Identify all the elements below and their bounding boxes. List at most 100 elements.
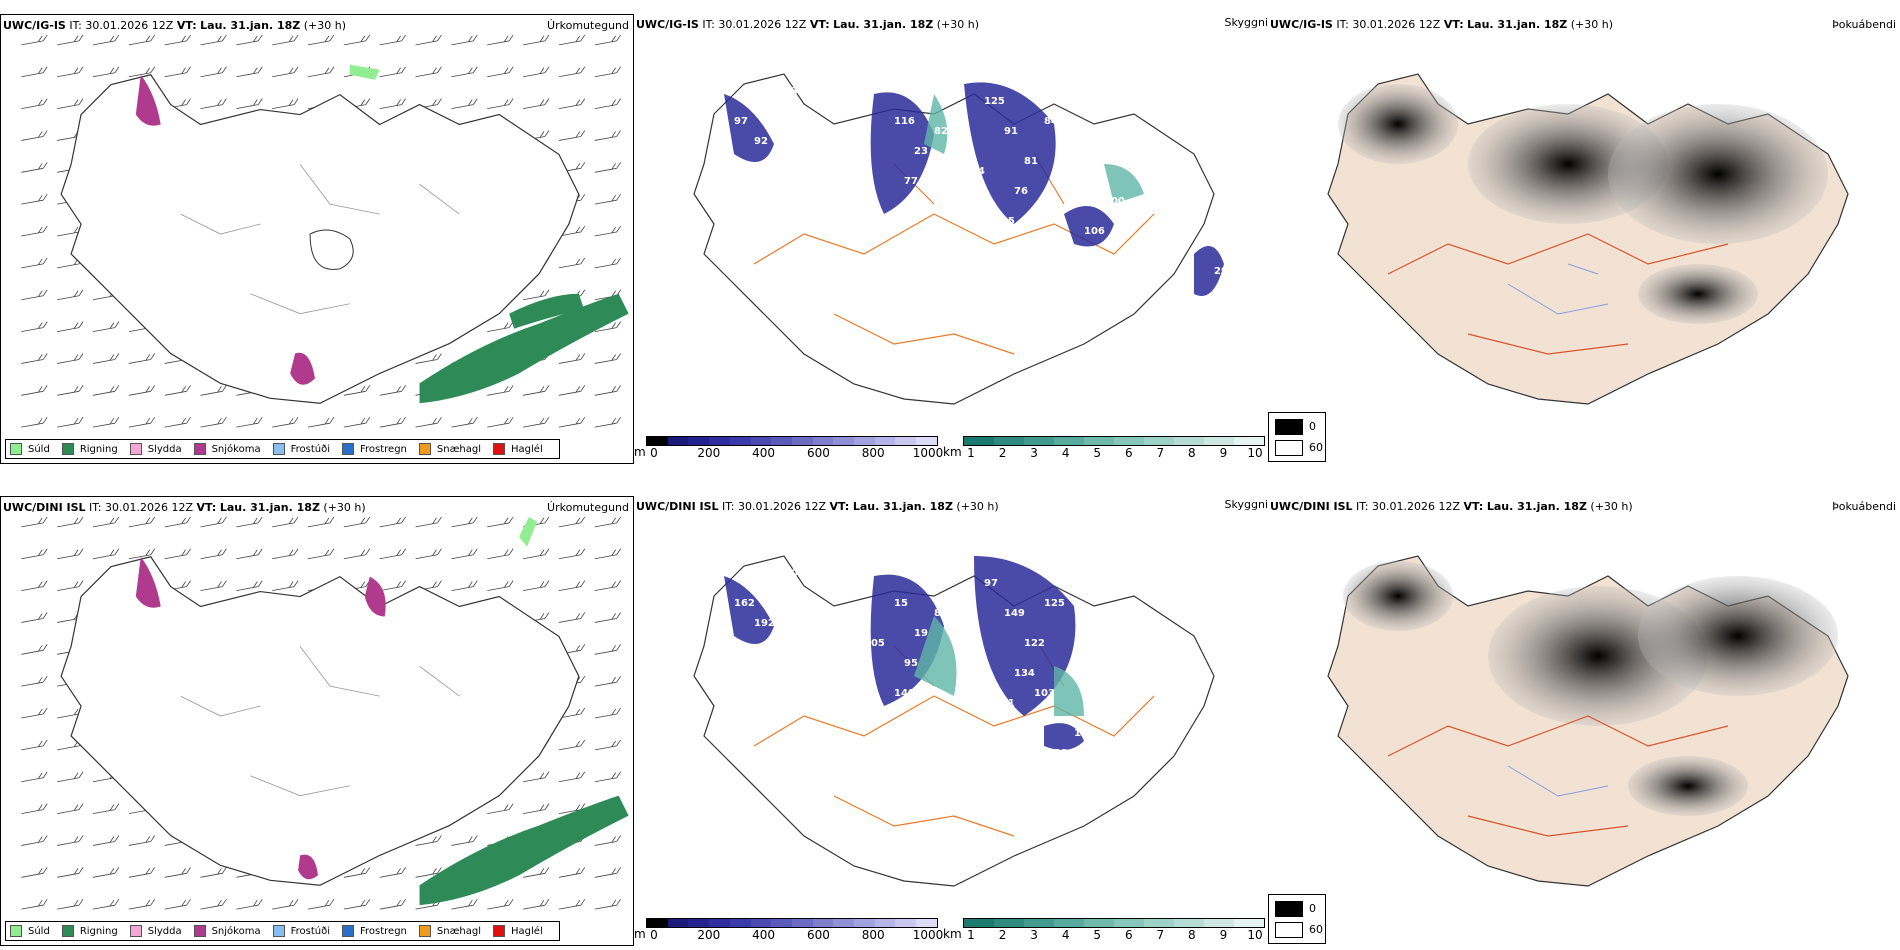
snow-area: [135, 556, 161, 608]
colorbar-tick-label: 8: [1188, 928, 1196, 942]
wind-barb: [92, 516, 120, 528]
roads: [1387, 233, 1729, 355]
colorbar-tick-label: 5: [1093, 928, 1102, 942]
wind-barb: [379, 898, 406, 910]
legend-swatch: [272, 443, 285, 455]
low-visibility-area: [914, 616, 1084, 716]
wind-barb: [164, 867, 191, 878]
wind-barb: [343, 385, 371, 396]
wind-barb: [200, 516, 227, 528]
wind-barb: [594, 66, 621, 78]
wind-barb: [558, 353, 586, 364]
wind-barb: [487, 98, 514, 109]
wind-barb: [21, 289, 48, 301]
wind-barb: [272, 548, 299, 560]
ceiling-numbers: 97 92 97 116 23 77 82 125 91 81 84 76 114 115 106 100 91…: [734, 86, 1255, 397]
colorbar-swatch: [994, 437, 1024, 445]
wind-barb: [594, 416, 621, 428]
ceiling-value-label: 88: [964, 648, 978, 659]
wind-barb: [379, 580, 406, 591]
wind-barb: [451, 898, 478, 910]
ceiling-value-label: 116: [894, 116, 915, 127]
legend-swatch: [61, 925, 74, 937]
colorbar-swatch: [647, 437, 668, 445]
wind-barb: [558, 898, 586, 910]
legend-label: Frostregn: [360, 443, 407, 455]
wind-barb: [523, 66, 550, 78]
colorbar-tick-label: 800: [861, 446, 885, 460]
wind-barb: [558, 98, 586, 109]
wind-barb: [415, 353, 442, 364]
fog-legend-label: 0: [1309, 420, 1316, 433]
legend-item: Rigning: [61, 925, 118, 937]
ceiling-value-label: 97: [984, 578, 998, 589]
wind-barb: [379, 516, 406, 528]
wind-barb: [21, 321, 48, 332]
wind-barb: [92, 34, 120, 46]
colorbar-tick-label: 600: [806, 446, 830, 460]
colorbar-swatch: [1024, 437, 1054, 445]
wind-barb: [594, 162, 621, 173]
precip-map-row2: UWC/DINI ISL IT: 30.01.2026 12Z VT: Lau.…: [0, 496, 634, 946]
legend-label: Rigning: [79, 925, 118, 937]
ceiling-value-label: 91: [774, 588, 788, 599]
fog-legend: 0 60: [1268, 412, 1326, 462]
wind-barb: [128, 416, 156, 428]
colorbar-swatch: [771, 437, 792, 445]
low-ceiling-area: [1194, 246, 1224, 296]
height-colorbar: 0 200 400 600 800 1000: [646, 436, 943, 460]
legend-swatch: [193, 925, 206, 937]
rivers: [1507, 263, 1609, 315]
ceiling-value-label: 107: [784, 568, 805, 579]
ceiling-value-label: 84: [1044, 116, 1058, 127]
wind-barb: [92, 803, 120, 814]
colorbar-tick-label: 200: [697, 928, 721, 942]
wind-barb: [164, 898, 191, 910]
ceiling-value-label: 15: [894, 598, 908, 609]
wind-barb: [558, 257, 586, 269]
fog-legend-swatch-white: [1275, 922, 1303, 938]
legend-item: Slydda: [129, 443, 182, 455]
legend-item: Súld: [10, 443, 50, 455]
colorbar-swatch: [1024, 919, 1054, 927]
colorbar-tick-label: 10: [1247, 928, 1263, 942]
ceiling-value-label: 77: [904, 176, 918, 187]
wind-barb: [451, 66, 478, 78]
ceiling-value-label: 91: [1074, 246, 1088, 257]
wind-barb: [379, 66, 406, 78]
wind-barb: [558, 34, 586, 46]
wind-barb: [236, 580, 263, 591]
colorbar-swatch: [1114, 919, 1144, 927]
ceiling-value-label: 106: [1104, 678, 1125, 689]
legend-swatch: [129, 925, 142, 937]
wind-barb: [92, 385, 120, 396]
wind-barb: [558, 867, 586, 878]
colorbar-swatches: [646, 918, 938, 928]
ceiling-value-label: 100: [1104, 196, 1125, 207]
colorbar-swatch: [994, 919, 1024, 927]
ceiling-value-label: 111: [994, 698, 1015, 709]
colorbar-swatch: [874, 919, 896, 927]
wind-barb: [57, 835, 84, 846]
colorbar-swatch: [771, 919, 792, 927]
wind-barb: [57, 548, 84, 560]
ceiling-value-label: 114: [964, 166, 985, 177]
colorbar-swatch: [1054, 919, 1084, 927]
wind-barb: [487, 416, 514, 428]
wind-barb: [415, 867, 442, 878]
rain-area: [509, 293, 584, 329]
wind-barb: [57, 516, 84, 528]
wind-barb: [128, 516, 156, 528]
wind-barb: [21, 867, 48, 878]
legend-item: Haglél: [493, 925, 543, 937]
fog-legend-label: 60: [1309, 441, 1323, 454]
wind-barb: [307, 548, 335, 560]
legend-item: Haglél: [493, 443, 543, 455]
wind-barb: [379, 548, 406, 560]
colorbar-swatch: [1174, 919, 1204, 927]
wind-barb: [451, 548, 478, 560]
colorbar-swatch: [895, 437, 917, 445]
wind-barb: [487, 321, 514, 332]
wind-barb: [57, 580, 84, 591]
wind-barb: [343, 516, 371, 528]
